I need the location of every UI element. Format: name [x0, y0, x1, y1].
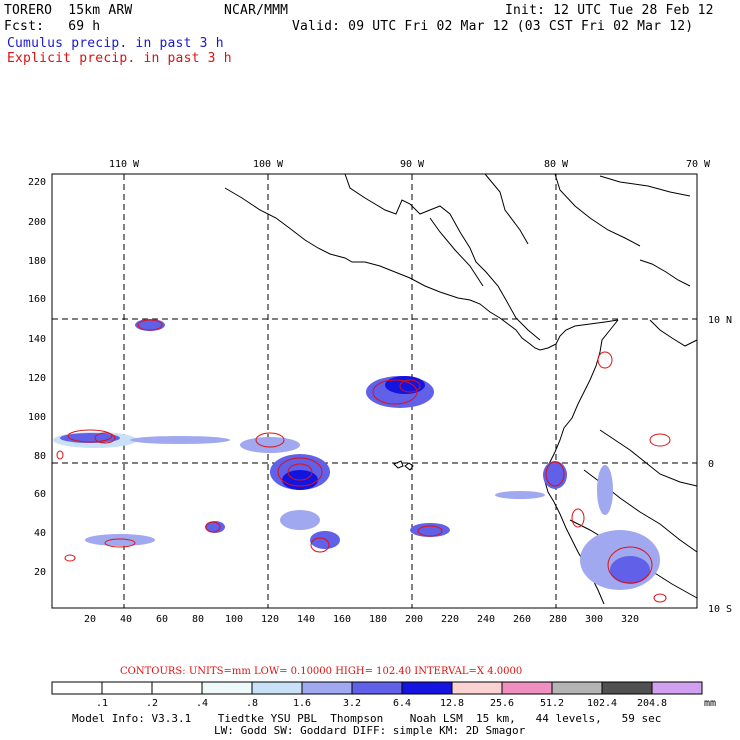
x-tick-label: 280 [549, 614, 567, 625]
model-info-line1: Model Info: V3.3.1 Tiedtke YSU PBL Thomp… [72, 712, 662, 725]
contour-info: CONTOURS: UNITS=mm LOW= 0.10000 HIGH= 10… [120, 666, 522, 677]
colorbar [51, 681, 703, 695]
x-tick-label: 220 [441, 614, 459, 625]
colorbar-swatch [251, 681, 303, 695]
colorbar-swatch [601, 681, 653, 695]
y-tick-label: 40 [34, 528, 46, 539]
colorbar-label: 6.4 [393, 698, 411, 709]
y-tick-label: 120 [28, 373, 46, 384]
model-info-line2: LW: Godd SW: Goddard DIFF: simple KM: 2D… [214, 724, 526, 737]
colorbar-unit: mm [704, 698, 716, 709]
lon-label: 110 W [109, 159, 140, 170]
y-tick-label: 100 [28, 412, 46, 423]
colorbar-swatch [301, 681, 353, 695]
colorbar-label: 12.8 [440, 698, 464, 709]
lon-labels: 110 W 100 W 90 W 80 W 70 W [109, 159, 711, 170]
y-tick-label: 200 [28, 217, 46, 228]
valid-time: Valid: 09 UTC Fri 02 Mar 12 (03 CST Fri … [292, 19, 694, 34]
x-tick-label: 120 [261, 614, 279, 625]
x-axis: 20 40 60 80 100 120 140 160 180 200 220 … [84, 614, 639, 625]
x-tick-label: 80 [192, 614, 204, 625]
lon-label: 100 W [253, 159, 284, 170]
init-time: Init: 12 UTC Tue 28 Feb 12 [505, 3, 714, 18]
y-tick-label: 20 [34, 567, 46, 578]
y-tick-label: 180 [28, 256, 46, 267]
lon-label: 80 W [544, 159, 569, 170]
x-tick-label: 300 [585, 614, 603, 625]
colorbar-label: .2 [146, 698, 158, 709]
lat-label: 0 [708, 459, 714, 470]
y-tick-label: 80 [34, 451, 46, 462]
x-tick-label: 40 [120, 614, 132, 625]
colorbar-label: 51.2 [540, 698, 564, 709]
colorbar-swatch [201, 681, 253, 695]
colorbar-swatch [551, 681, 603, 695]
lat-labels: 10 N 0 10 S [708, 315, 732, 615]
colorbar-swatch [51, 681, 103, 695]
colorbar-label: 3.2 [343, 698, 361, 709]
colorbar-swatch [651, 681, 703, 695]
colorbar-label: 204.8 [637, 698, 667, 709]
colorbar-label: .4 [196, 698, 208, 709]
cumulus-legend-label: Cumulus precip. in past 3 h [7, 36, 224, 51]
colorbar-labels: .1 .2 .4 .8 1.6 3.2 6.4 12.8 25.6 51.2 102.4 204.8 [96, 698, 667, 709]
explicit-contours [56, 319, 671, 603]
colorbar-swatch [501, 681, 553, 695]
colorbar-swatch [151, 681, 203, 695]
colorbar-label: 25.6 [490, 698, 514, 709]
colorbar-swatch [351, 681, 403, 695]
colorbar-label: .8 [246, 698, 258, 709]
x-tick-label: 100 [225, 614, 243, 625]
x-tick-label: 20 [84, 614, 96, 625]
model-title: TORERO 15km ARW [4, 3, 133, 18]
x-tick-label: 60 [156, 614, 168, 625]
colorbar-swatch [401, 681, 453, 695]
colorbar-swatch [451, 681, 503, 695]
x-tick-label: 160 [333, 614, 351, 625]
lat-label: 10 S [708, 604, 732, 615]
coastlines [224, 173, 698, 605]
explicit-legend-label: Explicit precip. in past 3 h [7, 51, 232, 66]
colorbar-label: .1 [96, 698, 108, 709]
org-label: NCAR/MMM [224, 3, 289, 18]
x-tick-label: 180 [369, 614, 387, 625]
colorbar-label: 1.6 [293, 698, 311, 709]
x-tick-label: 200 [405, 614, 423, 625]
x-tick-label: 140 [297, 614, 315, 625]
y-tick-label: 140 [28, 334, 46, 345]
colorbar-label: 102.4 [587, 698, 617, 709]
x-tick-label: 260 [513, 614, 531, 625]
y-axis: 220 200 180 160 140 120 100 80 60 40 20 [28, 177, 46, 578]
x-tick-label: 320 [621, 614, 639, 625]
lat-label: 10 N [708, 315, 732, 326]
x-tick-label: 240 [477, 614, 495, 625]
y-tick-label: 220 [28, 177, 46, 188]
forecast-hour: Fcst: 69 h [4, 19, 101, 34]
y-tick-label: 60 [34, 489, 46, 500]
y-tick-label: 160 [28, 294, 46, 305]
lon-label: 90 W [400, 159, 425, 170]
colorbar-swatch [101, 681, 153, 695]
lon-label: 70 W [686, 159, 711, 170]
